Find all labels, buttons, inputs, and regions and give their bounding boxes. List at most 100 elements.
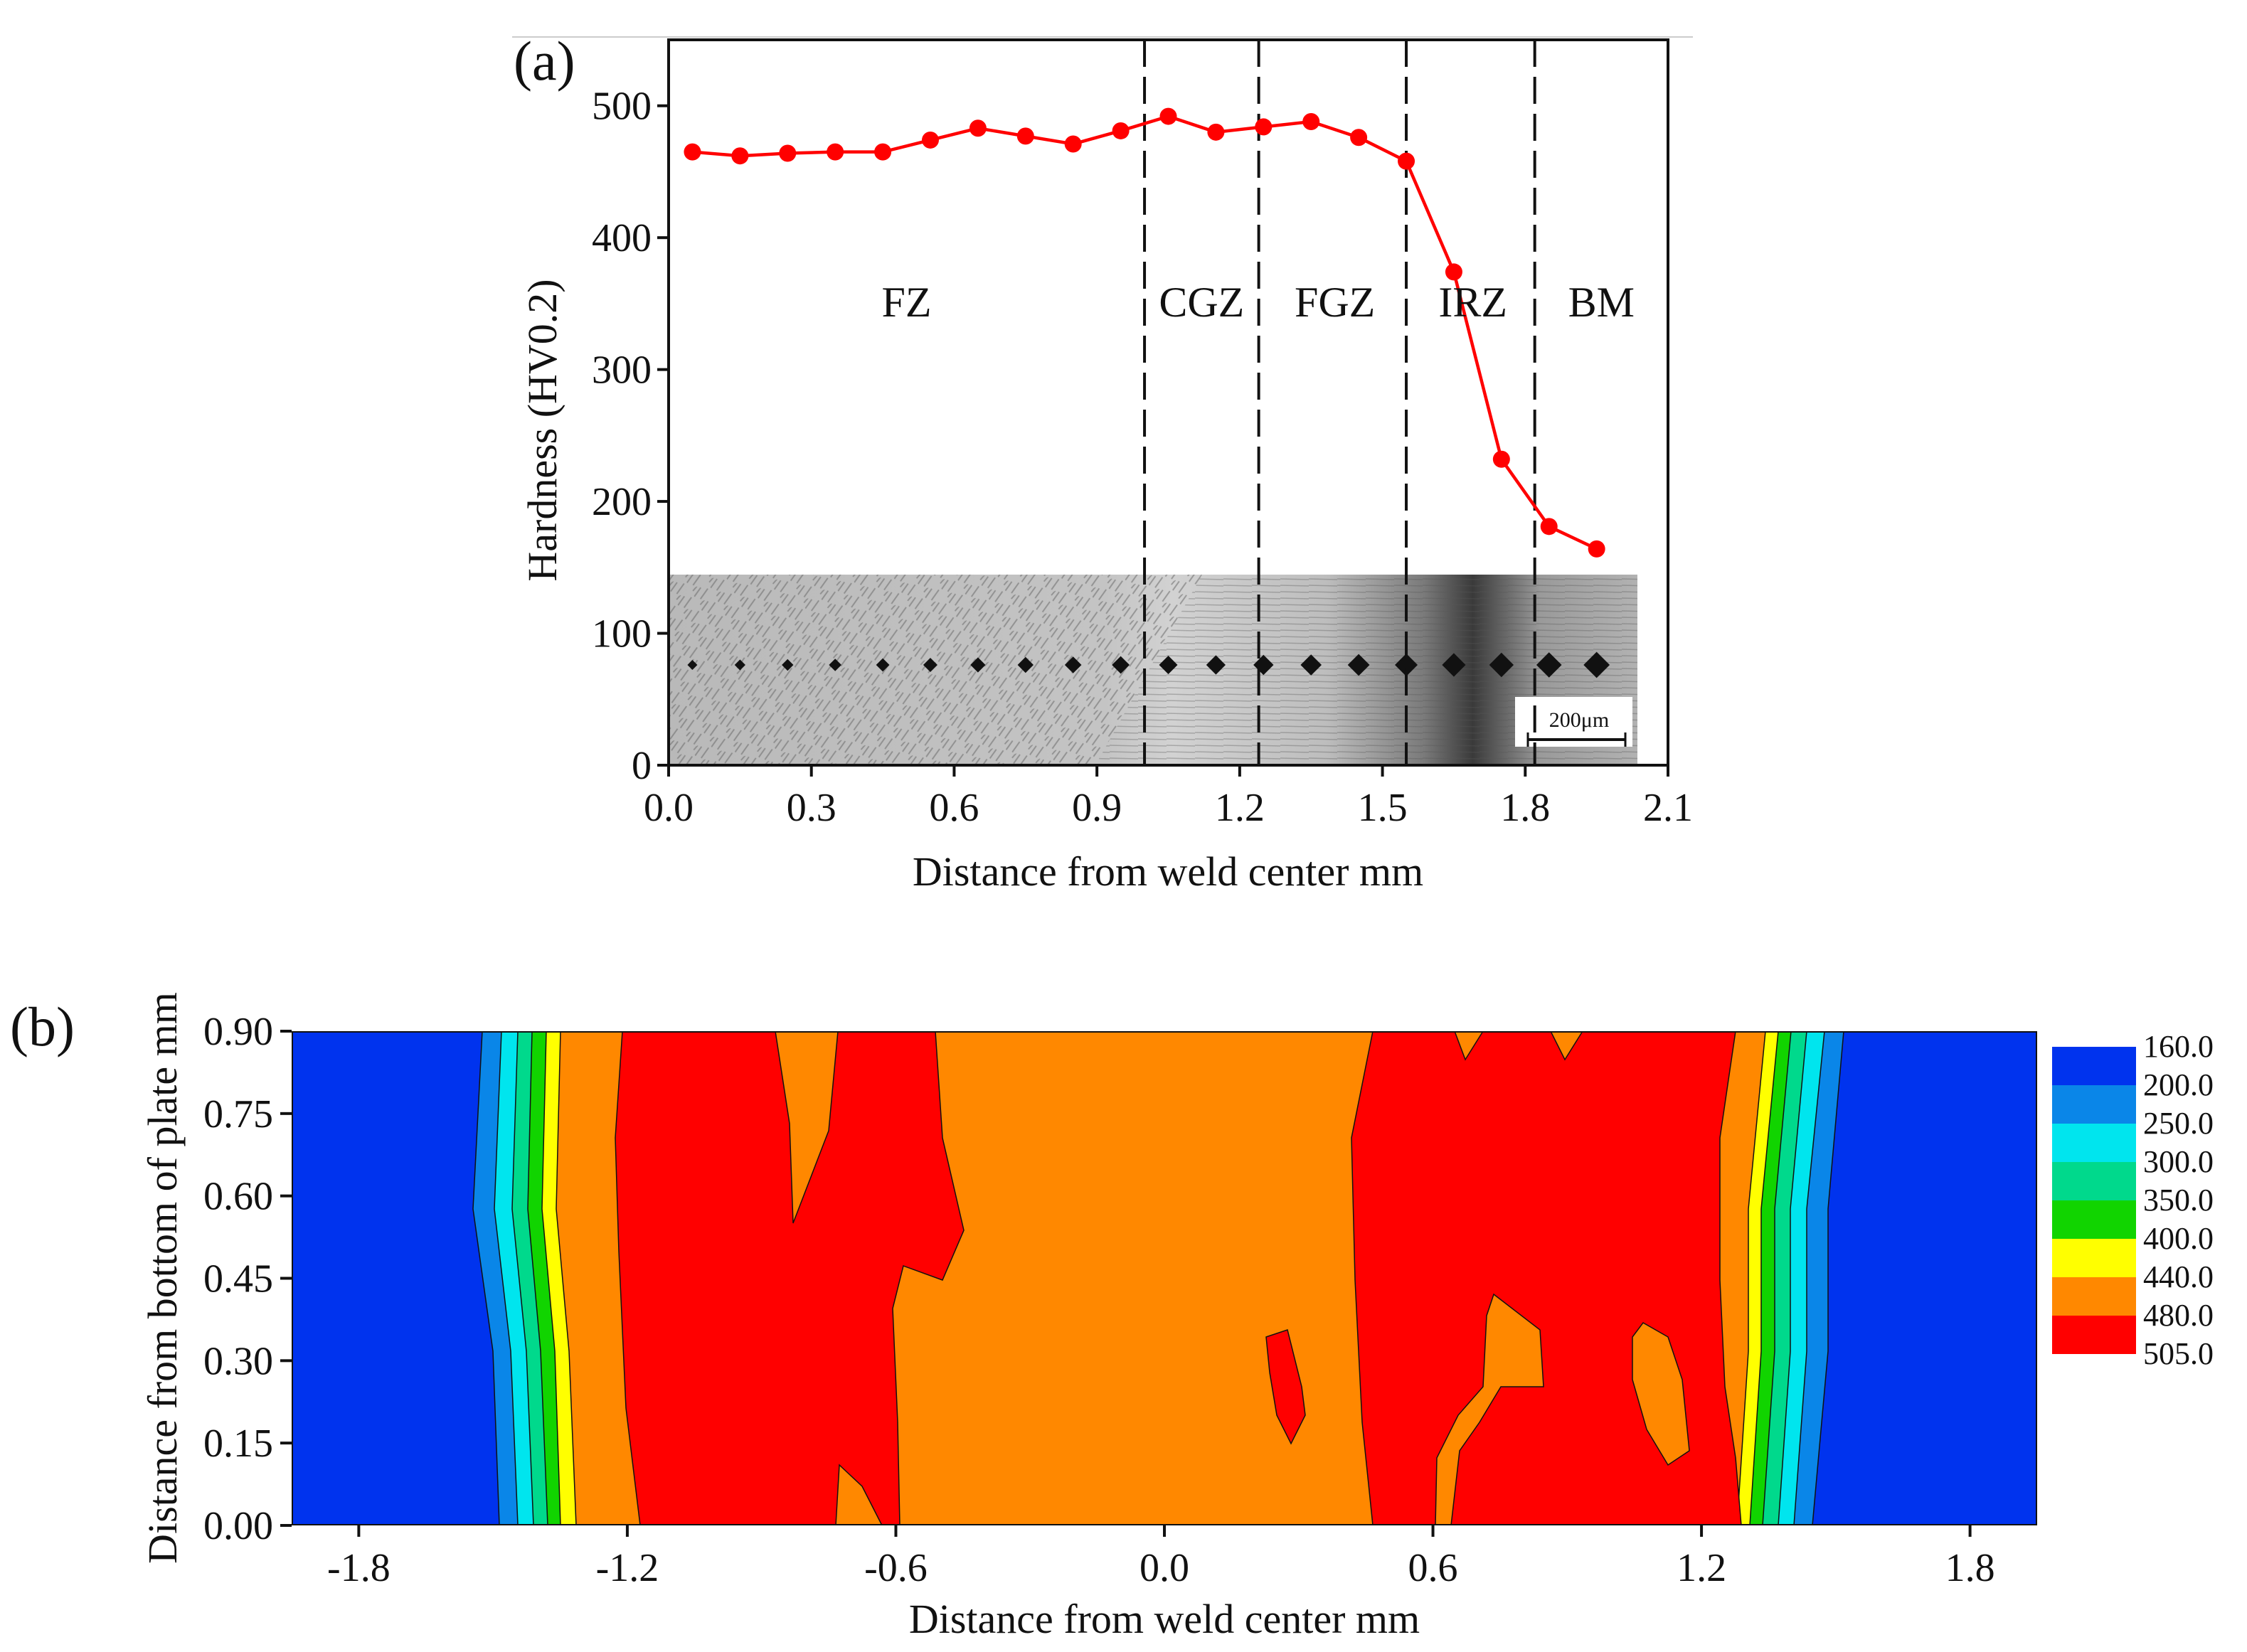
indent-mark [923,658,937,672]
hardness-point [1207,123,1225,141]
colorbar-swatch [2052,1277,2136,1316]
y-tick-label-b: 0.90 [203,1010,273,1054]
panel-a: (a) [514,30,1693,895]
hardness-point [874,143,892,161]
hardness-point [1588,540,1605,558]
hardness-point [921,131,939,149]
y-tick-label-a: 500 [592,85,652,129]
colorbar-swatch [2052,1124,2136,1162]
colorbar-level-label: 440.0 [2143,1259,2214,1294]
colorbar-level-label: 400.0 [2143,1221,2214,1256]
contour-spot-right [1632,1322,1690,1466]
indent-mark [1489,652,1514,678]
contour-band-480-left [615,1031,965,1525]
indent-mark [1536,652,1562,678]
x-tick-label-b: 0.6 [1408,1546,1458,1590]
colorbar-swatch [2052,1316,2136,1354]
contour-plot [292,1031,2037,1525]
x-tick-label-a: 1.8 [1500,786,1550,830]
indent-mark [734,659,745,671]
hardness-point [1398,152,1415,170]
scale-bar-label: 200μm [1549,708,1609,732]
indent-mark [1442,653,1466,677]
x-tick-label-b: 1.2 [1677,1546,1726,1590]
hardness-point [969,119,987,137]
y-tick-label-b: 0.60 [203,1175,273,1219]
x-tick-label-a: 0.9 [1072,786,1122,830]
indent-mark [1395,654,1418,676]
x-tick-label-a: 0.6 [929,786,979,830]
indent-mark [1583,651,1610,678]
axis-ticks-b: -1.8 -1.2 -0.6 0.0 0.6 1.2 1.8 0.00 0.15 0.30 0.45… [203,1010,1995,1590]
colorbar-level-label: 505.0 [2143,1336,2214,1371]
x-axis-label-a: Distance from weld center mm [913,848,1423,895]
panel-a-label: (a) [514,30,575,92]
y-tick-label-a: 400 [592,216,652,260]
y-tick-label-a: 300 [592,348,652,393]
indent-mark [687,660,698,670]
x-tick-label-a: 0.0 [644,786,694,830]
indent-mark [876,658,890,672]
y-tick-label-b: 0.45 [203,1257,273,1301]
y-tick-label-b: 0.75 [203,1092,273,1136]
indent-mark [1206,655,1226,675]
y-tick-label-b: 0.00 [203,1504,273,1548]
hardness-point [1445,263,1462,281]
micrograph-inset [669,575,1637,765]
plot-a-frame [667,38,1669,767]
colorbar-level-label: 250.0 [2143,1106,2214,1141]
colorbar-swatch [2052,1239,2136,1277]
y-axis-label-b: Distance from bottom of plate mm [139,992,186,1564]
x-tick-label-b: -1.2 [596,1546,659,1590]
hardness-point [827,143,844,161]
indent-mark [970,657,986,673]
colorbar-swatch [2052,1047,2136,1085]
y-tick-label-b: 0.15 [203,1422,273,1466]
hardness-point [1255,118,1273,136]
x-tick-label-b: 1.8 [1945,1546,1995,1590]
hardness-point [1064,135,1082,153]
indent-mark [1017,656,1034,673]
zone-label-fz: FZ [882,279,932,326]
indent-mark [1253,654,1274,676]
indent-mark [1159,656,1178,674]
y-tick-label-a: 100 [592,612,652,656]
zone-label-fgz: FGZ [1295,279,1375,326]
x-tick-label-b: -1.8 [327,1546,391,1590]
x-tick-label-a: 1.5 [1358,786,1408,830]
zone-label-irz: IRZ [1438,279,1507,326]
zone-labels: FZ CGZ FGZ IRZ BM [882,279,1635,326]
zone-label-bm: BM [1568,279,1635,326]
indent-marks [687,651,1610,678]
x-tick-label-a: 1.2 [1215,786,1265,830]
y-axis-label-a: Hardness (HV0.2) [519,279,565,581]
panel-b: (b) -1.8 -1.2 -0.6 0.0 0.6 1.2 1.8 0.00 0.15 0.30… [10,992,2214,1642]
y-tick-label-b: 0.30 [203,1339,273,1383]
panel-b-label: (b) [10,996,75,1057]
hardness-series [684,107,1605,558]
x-tick-label-a: 0.3 [787,786,836,830]
colorbar-swatch [2052,1085,2136,1124]
hardness-point [1540,518,1558,535]
colorbar-level-label: 160.0 [2143,1029,2214,1064]
indent-mark [1112,656,1130,674]
indent-mark [782,659,794,671]
colorbar-level-label: 480.0 [2143,1298,2214,1333]
x-tick-label-b: -0.6 [864,1546,928,1590]
indent-mark [1347,654,1370,676]
x-axis-label-b: Distance from weld center mm [909,1596,1420,1642]
y-tick-label-a: 0 [632,744,652,788]
colorbar-swatch [2052,1162,2136,1200]
indent-mark [1300,654,1322,676]
axis-ticks-a: 0.0 0.3 0.6 0.9 1.2 1.5 1.8 2.1 0 100 200 300 400 500 [592,85,1693,830]
hardness-point [779,144,797,162]
colorbar-level-label: 200.0 [2143,1067,2214,1102]
hardness-point [1350,129,1368,146]
hardness-point [1302,112,1320,130]
hardness-point [1112,122,1130,139]
x-tick-label-b: 0.0 [1140,1546,1189,1590]
colorbar-level-label: 300.0 [2143,1144,2214,1179]
x-tick-label-a: 2.1 [1643,786,1693,830]
indent-mark [829,659,841,671]
